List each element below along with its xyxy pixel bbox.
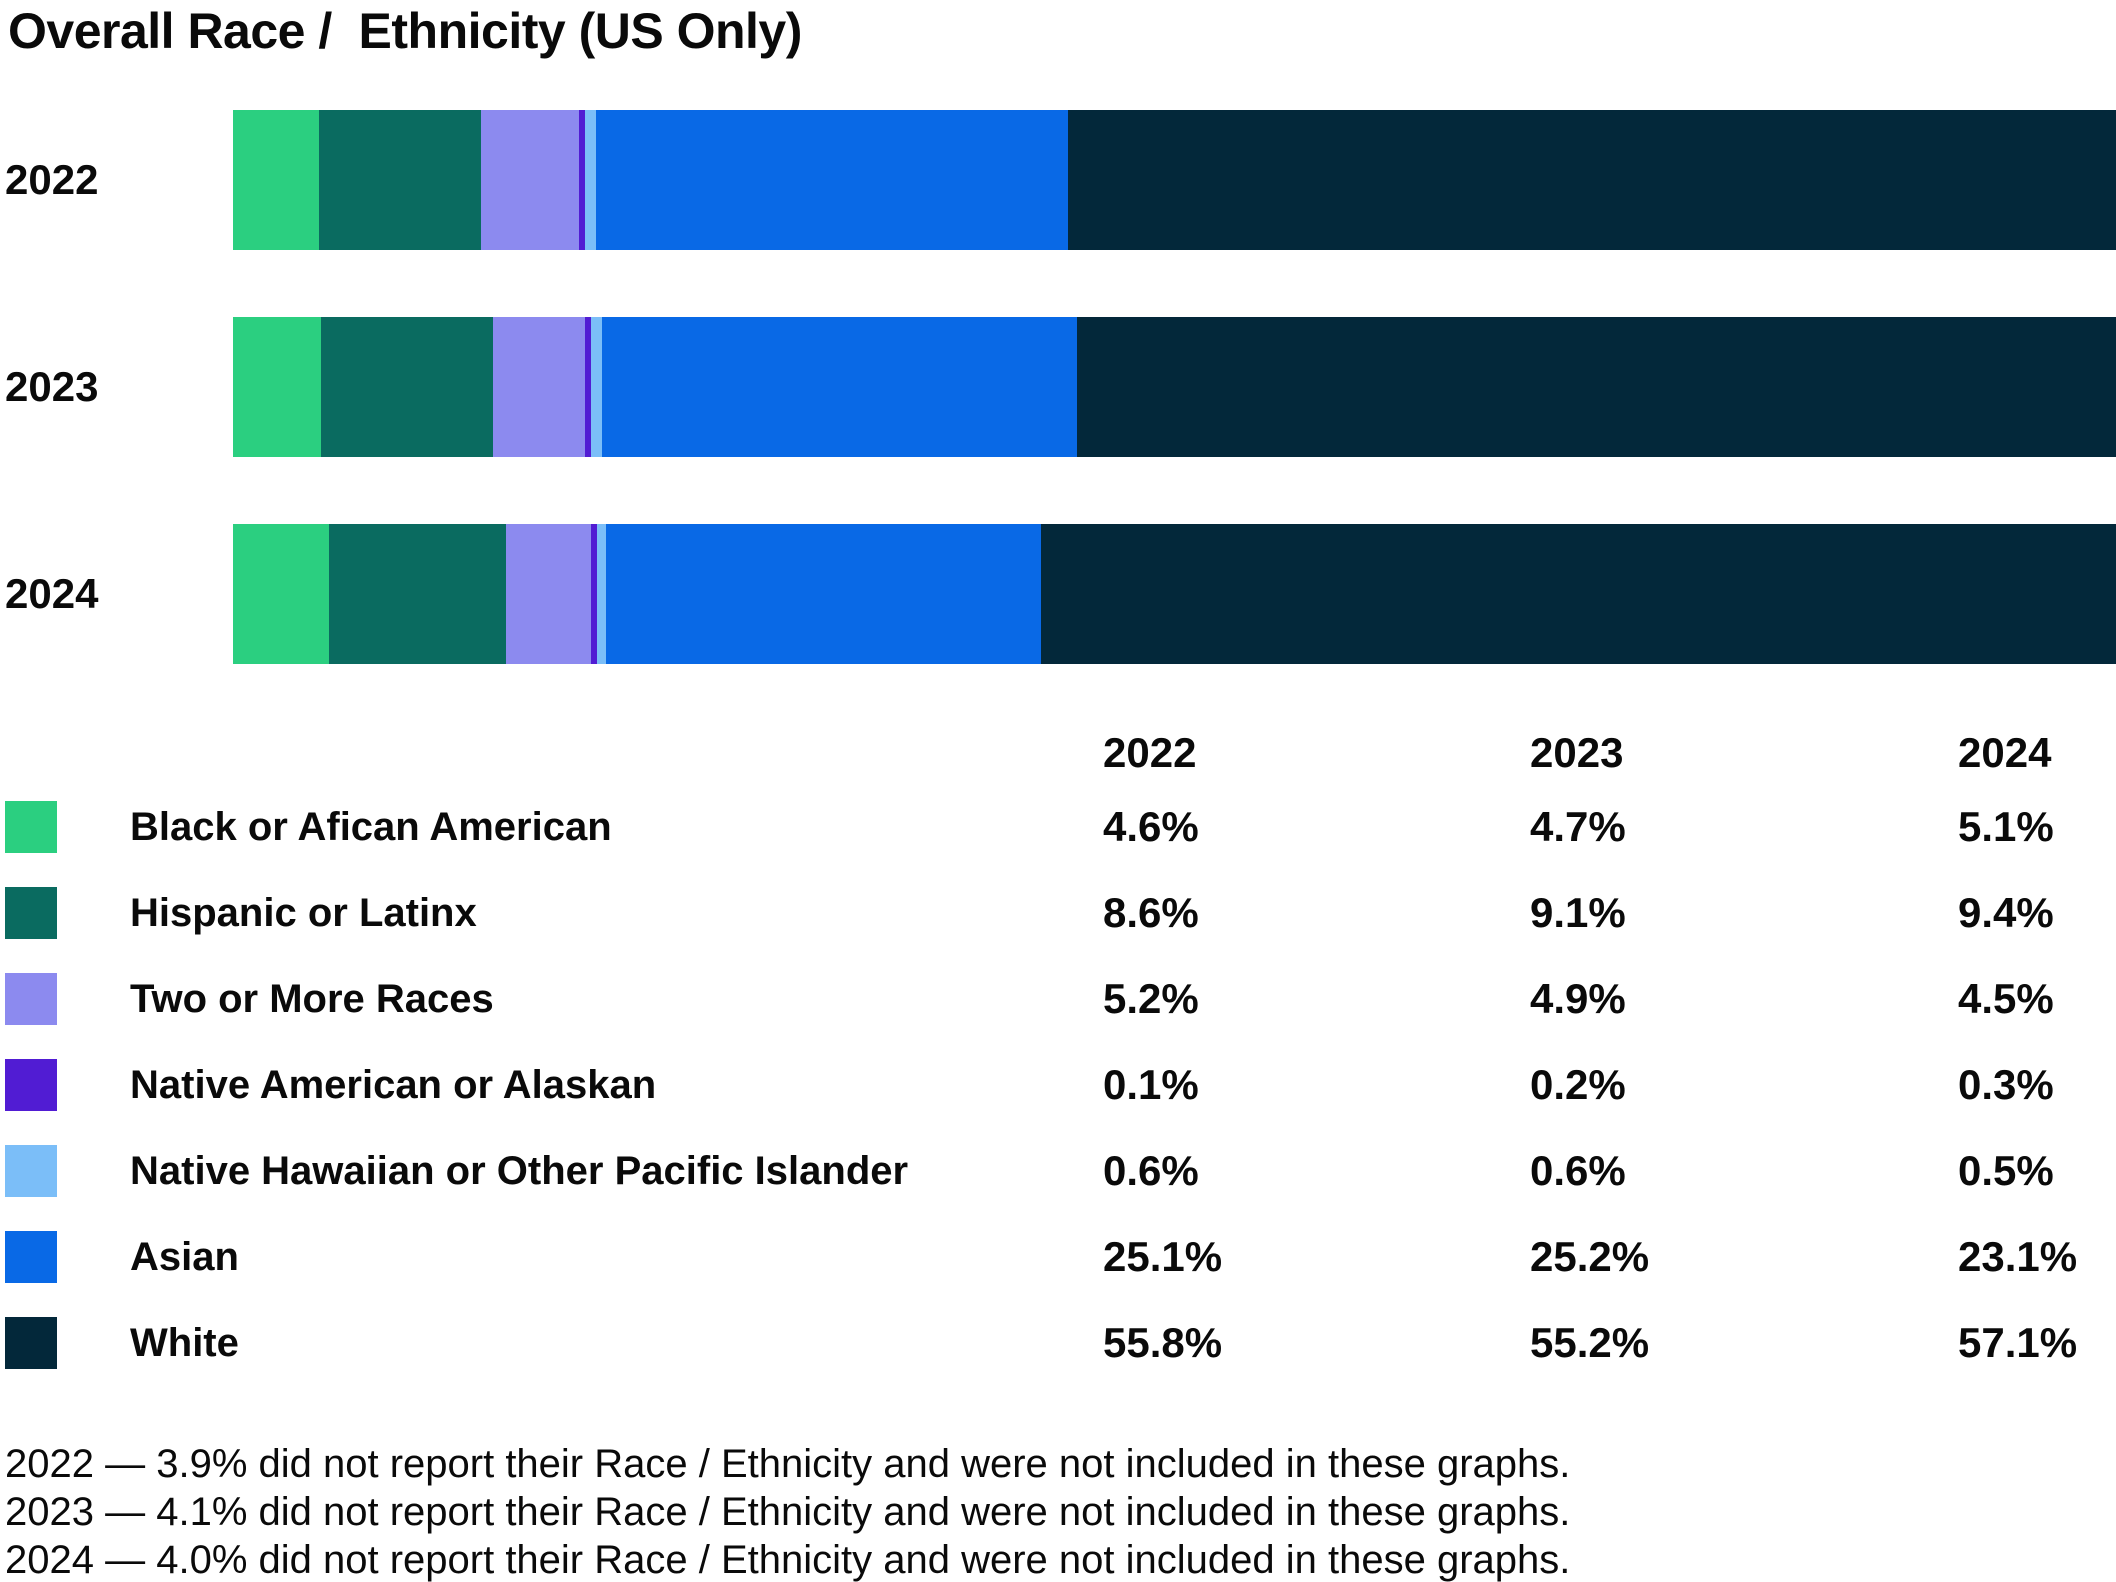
- value-black-or-afican-american-2022: 4.6%: [1103, 803, 1199, 850]
- legend-swatch-hispanic-or-latinx: [5, 887, 57, 939]
- page-title: Overall Race / Ethnicity (US Only): [8, 3, 802, 59]
- value-native-hawaiian-or-other-pacific-islander-2023: 0.6%: [1530, 1147, 1626, 1194]
- bar-segment-native-american-or-alaskan: [585, 317, 592, 457]
- bar-segment-white: [1067, 110, 2116, 250]
- bar-segment-hispanic-or-latinx: [321, 317, 493, 457]
- value-two-or-more-races-2023: 4.9%: [1530, 975, 1626, 1022]
- bar-segment-asian: [602, 317, 1077, 457]
- bar-segment-native-american-or-alaskan: [590, 524, 597, 664]
- legend-label: Black or Afican American: [130, 804, 612, 849]
- legend-label: White: [130, 1320, 239, 1365]
- value-two-or-more-races-2024: 4.5%: [1958, 975, 2054, 1022]
- legend-label: Native Hawaiian or Other Pacific Islande…: [130, 1148, 909, 1193]
- bar-segment-asian: [595, 110, 1068, 250]
- footnotes: 2022 — 3.9% did not report their Race / …: [5, 1440, 1570, 1582]
- legend-label: Asian: [130, 1234, 239, 1279]
- bar-track-2023: [233, 317, 2116, 457]
- value-two-or-more-races-2022: 5.2%: [1103, 975, 1199, 1022]
- stacked-bar-chart: 2022 2023 2024: [0, 110, 2116, 664]
- table-header-2022: 2022: [1103, 729, 1197, 776]
- footnote-line-1: 2022 — 3.9% did not report their Race / …: [5, 1442, 1571, 1486]
- bar-segment-native-hawaiian-or-other-pacific-islander: [596, 524, 607, 664]
- value-white-2023: 55.2%: [1530, 1319, 1650, 1366]
- value-native-hawaiian-or-other-pacific-islander-2024: 0.5%: [1958, 1147, 2054, 1194]
- bar-segment-hispanic-or-latinx: [319, 110, 481, 250]
- legend-swatch-asian: [5, 1231, 57, 1283]
- legend-cell-native-hawaiian-or-other-pacific-islander: Native Hawaiian or Other Pacific Islande…: [0, 1128, 1103, 1214]
- value-native-american-or-alaskan-2024: 0.3%: [1958, 1061, 2054, 1108]
- value-native-american-or-alaskan-2023: 0.2%: [1530, 1061, 1626, 1108]
- bar-segment-native-hawaiian-or-other-pacific-islander: [584, 110, 596, 250]
- table-header-row: 2022 2023 2024: [0, 722, 2116, 784]
- footnote-line-2: 2023 — 4.1% did not report their Race / …: [5, 1490, 1571, 1534]
- bar-segment-black-or-afican-american: [233, 524, 330, 664]
- value-hispanic-or-latinx-2023: 9.1%: [1530, 889, 1626, 936]
- table-row-native-american-or-alaskan: Native American or Alaskan 0.1% 0.2% 0.3%: [0, 1042, 2116, 1128]
- table-row-hispanic-or-latinx: Hispanic or Latinx 8.6% 9.1% 9.4%: [0, 870, 2116, 956]
- table-header-2023: 2023: [1530, 729, 1624, 776]
- bar-segment-native-american-or-alaskan: [578, 110, 585, 250]
- legend-label: Hispanic or Latinx: [130, 890, 477, 935]
- table-row-black-or-afican-american: Black or Afican American 4.6% 4.7% 5.1%: [0, 784, 2116, 870]
- legend-swatch-two-or-more-races: [5, 973, 57, 1025]
- legend-label: Native American or Alaskan: [130, 1062, 657, 1107]
- bar-segment-native-hawaiian-or-other-pacific-islander: [591, 317, 603, 457]
- legend-cell-asian: Asian: [0, 1214, 1103, 1300]
- value-white-2022: 55.8%: [1103, 1319, 1223, 1366]
- footnote-line-3: 2024 — 4.0% did not report their Race / …: [5, 1538, 1571, 1582]
- bar-year-label: 2022: [5, 156, 99, 203]
- value-asian-2024: 23.1%: [1958, 1233, 2078, 1280]
- table-row-native-hawaiian-or-other-pacific-islander: Native Hawaiian or Other Pacific Islande…: [0, 1128, 2116, 1214]
- bar-segment-hispanic-or-latinx: [329, 524, 506, 664]
- legend-value-table: 2022 2023 2024 Black or Afican American 4.6%…: [0, 722, 2116, 1386]
- legend-cell-white: White: [0, 1300, 1103, 1386]
- table-row-white: White 55.8% 55.2% 57.1%: [0, 1300, 2116, 1386]
- bar-segment-two-or-more-races: [505, 524, 591, 664]
- value-asian-2022: 25.1%: [1103, 1233, 1223, 1280]
- table-row-two-or-more-races: Two or More Races 5.2% 4.9% 4.5%: [0, 956, 2116, 1042]
- table-header-2024: 2024: [1958, 729, 2052, 776]
- value-black-or-afican-american-2023: 4.7%: [1530, 803, 1626, 850]
- legend-swatch-white: [5, 1317, 57, 1369]
- value-white-2024: 57.1%: [1958, 1319, 2078, 1366]
- value-black-or-afican-american-2024: 5.1%: [1958, 803, 2054, 850]
- bar-row-2023: 2023: [0, 317, 2116, 457]
- bar-row-2024: 2024: [0, 524, 2116, 664]
- bar-segment-white: [1076, 317, 2116, 457]
- value-hispanic-or-latinx-2024: 9.4%: [1958, 889, 2054, 936]
- value-hispanic-or-latinx-2022: 8.6%: [1103, 889, 1199, 936]
- bar-segment-black-or-afican-american: [233, 317, 322, 457]
- legend-label: Two or More Races: [130, 976, 494, 1021]
- bar-segment-two-or-more-races: [492, 317, 586, 457]
- legend-swatch-native-american-or-alaskan: [5, 1059, 57, 1111]
- bar-segment-asian: [606, 524, 1041, 664]
- legend-cell-native-american-or-alaskan: Native American or Alaskan: [0, 1042, 1103, 1128]
- table-header-spacer: [0, 722, 1103, 784]
- value-native-hawaiian-or-other-pacific-islander-2022: 0.6%: [1103, 1147, 1199, 1194]
- bar-segment-black-or-afican-american: [233, 110, 320, 250]
- legend-cell-hispanic-or-latinx: Hispanic or Latinx: [0, 870, 1103, 956]
- bar-track-2022: [233, 110, 2116, 250]
- bar-year-label: 2023: [5, 363, 99, 410]
- legend-cell-black-or-afican-american: Black or Afican American: [0, 784, 1103, 870]
- bar-track-2024: [233, 524, 2116, 664]
- bar-row-2022: 2022: [0, 110, 2116, 250]
- bar-segment-white: [1041, 524, 2116, 664]
- legend-swatch-black-or-afican-american: [5, 801, 57, 853]
- bar-year-label: 2024: [5, 570, 99, 617]
- table-row-asian: Asian 25.1% 25.2% 23.1%: [0, 1214, 2116, 1300]
- value-asian-2023: 25.2%: [1530, 1233, 1650, 1280]
- bar-segment-two-or-more-races: [481, 110, 579, 250]
- value-native-american-or-alaskan-2022: 0.1%: [1103, 1061, 1199, 1108]
- legend-swatch-native-hawaiian-or-other-pacific-islander: [5, 1145, 57, 1197]
- legend-cell-two-or-more-races: Two or More Races: [0, 956, 1103, 1042]
